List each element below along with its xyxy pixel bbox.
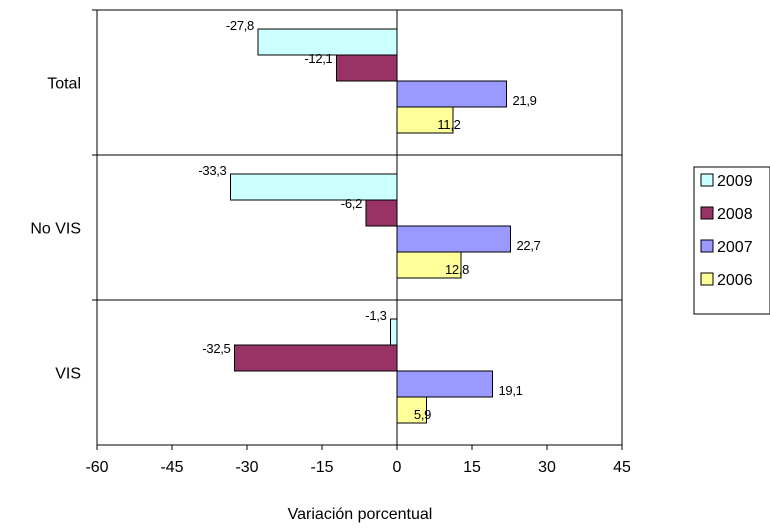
bar-2008-no-vis <box>365 199 398 227</box>
bar-2006-vis <box>396 396 427 424</box>
x-tick-label: 0 <box>393 459 402 476</box>
x-tick-label: -30 <box>235 459 258 476</box>
data-label: -32,5 <box>202 341 230 356</box>
legend-label: 2006 <box>717 272 753 289</box>
category-label: VIS <box>55 366 81 383</box>
data-label: -6,2 <box>341 196 362 211</box>
legend: 2009 2008 2007 2006 <box>693 166 770 315</box>
bar-2009-total <box>257 28 398 56</box>
bar-2006-total <box>396 106 454 134</box>
legend-label: 2008 <box>717 206 753 223</box>
x-tick-label: -60 <box>85 459 108 476</box>
plot-area <box>96 9 623 446</box>
bar-2007-vis <box>396 370 493 398</box>
data-label: -12,1 <box>304 51 332 66</box>
x-tick-label: 45 <box>613 459 631 476</box>
x-tick-label: 30 <box>538 459 556 476</box>
data-label: 21,9 <box>513 93 537 108</box>
data-label: -33,3 <box>198 163 226 178</box>
data-label: -1,3 <box>365 308 386 323</box>
legend-label: 2009 <box>717 173 753 190</box>
data-label: -27,8 <box>226 18 254 33</box>
data-label: 5,9 <box>414 407 431 422</box>
x-tick-label: -45 <box>160 459 183 476</box>
x-tick-label: 15 <box>463 459 481 476</box>
legend-swatch <box>700 272 714 286</box>
data-labels: -27,8 -33,3 -1,3 -12,1 -6,2 -32,5 21,9 22,7 19,1… <box>198 18 541 422</box>
bar-2009-no-vis <box>230 173 398 201</box>
data-label: 22,7 <box>517 238 541 253</box>
data-label: 19,1 <box>499 383 523 398</box>
bar-2006-no-vis <box>396 251 462 279</box>
plot-frame <box>96 9 623 446</box>
legend-swatch <box>700 206 714 220</box>
x-axis: -60 -45 -30 -15 0 15 30 45 <box>85 444 631 476</box>
x-axis-title: Variación porcentual <box>288 506 433 523</box>
bar-2009-vis <box>390 318 398 346</box>
bars <box>230 28 511 424</box>
legend-swatch <box>700 239 714 253</box>
data-label: 12,8 <box>445 262 469 277</box>
data-label: 11,2 <box>437 117 460 132</box>
category-label: No VIS <box>30 221 81 238</box>
bar-2007-total <box>396 80 507 108</box>
legend-swatch <box>700 173 714 187</box>
bar-2008-vis <box>234 344 398 372</box>
legend-label: 2007 <box>717 239 753 256</box>
y-axis-categories: Total No VIS VIS <box>30 9 97 383</box>
bar-2007-no-vis <box>396 225 511 253</box>
category-label: Total <box>47 76 81 93</box>
bar-2008-total <box>336 54 398 82</box>
x-tick-label: -15 <box>310 459 333 476</box>
